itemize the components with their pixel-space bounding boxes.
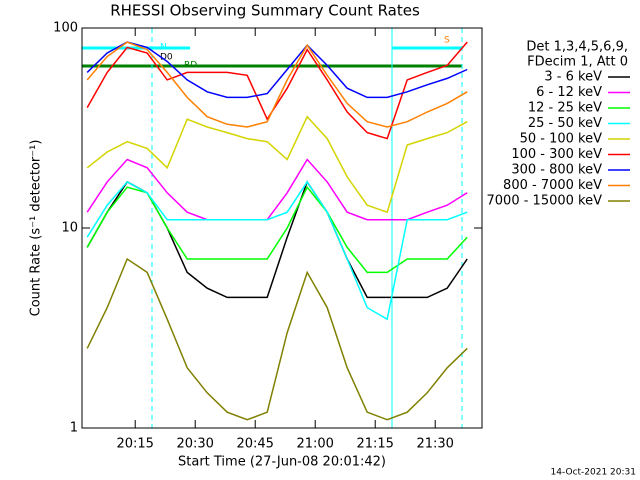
x-tick-label: 21:30 — [416, 437, 453, 452]
legend-label: 800 - 7000 keV — [503, 178, 602, 193]
legend-label: 3 - 6 keV — [544, 70, 602, 85]
series-line — [86, 185, 468, 274]
legend-header: FDecim 1, Att 0 — [527, 55, 628, 70]
annotation: N — [160, 43, 167, 53]
legend-label: 100 - 300 keV — [511, 147, 602, 162]
y-tick-label: 100 — [53, 21, 78, 36]
legend-label: 7000 - 15000 keV — [487, 194, 603, 209]
series-line — [86, 257, 468, 421]
x-axis-label: Start Time (27-Jun-08 20:01:42) — [178, 455, 386, 470]
plot-frame — [81, 27, 483, 429]
series-line — [86, 41, 468, 99]
chart-title: RHESSI Observing Summary Count Rates — [110, 2, 420, 20]
x-tick-label: 20:30 — [176, 437, 213, 452]
legend-label: 25 - 50 keV — [528, 116, 602, 131]
y-tick-label: 10 — [61, 221, 78, 236]
timestamp: 14-Oct-2021 20:31 — [551, 468, 636, 478]
legend-label: 300 - 800 keV — [511, 163, 602, 178]
legend-header: Det 1,3,4,5,6,9, — [526, 40, 628, 55]
x-tick-label: 21:15 — [356, 437, 393, 452]
x-tick-label: 21:00 — [296, 437, 333, 452]
series-line — [86, 180, 468, 299]
series-line — [86, 115, 468, 214]
series-line — [86, 180, 468, 321]
x-tick-label: 20:15 — [116, 437, 153, 452]
annotation: RD — [184, 61, 197, 71]
annotation: S — [444, 36, 450, 46]
legend-label: 50 - 100 keV — [520, 132, 603, 147]
legend-label: 12 - 25 keV — [528, 101, 602, 116]
y-tick-label: 1 — [70, 421, 78, 436]
series-line — [86, 158, 468, 221]
y-axis-label: Count Rate (s⁻¹ detector⁻¹) — [29, 140, 44, 317]
series-line — [86, 41, 468, 140]
legend-label: 6 - 12 keV — [536, 85, 602, 100]
series-line — [86, 41, 468, 128]
annotation: D0 — [160, 53, 173, 63]
x-tick-label: 20:45 — [236, 437, 273, 452]
